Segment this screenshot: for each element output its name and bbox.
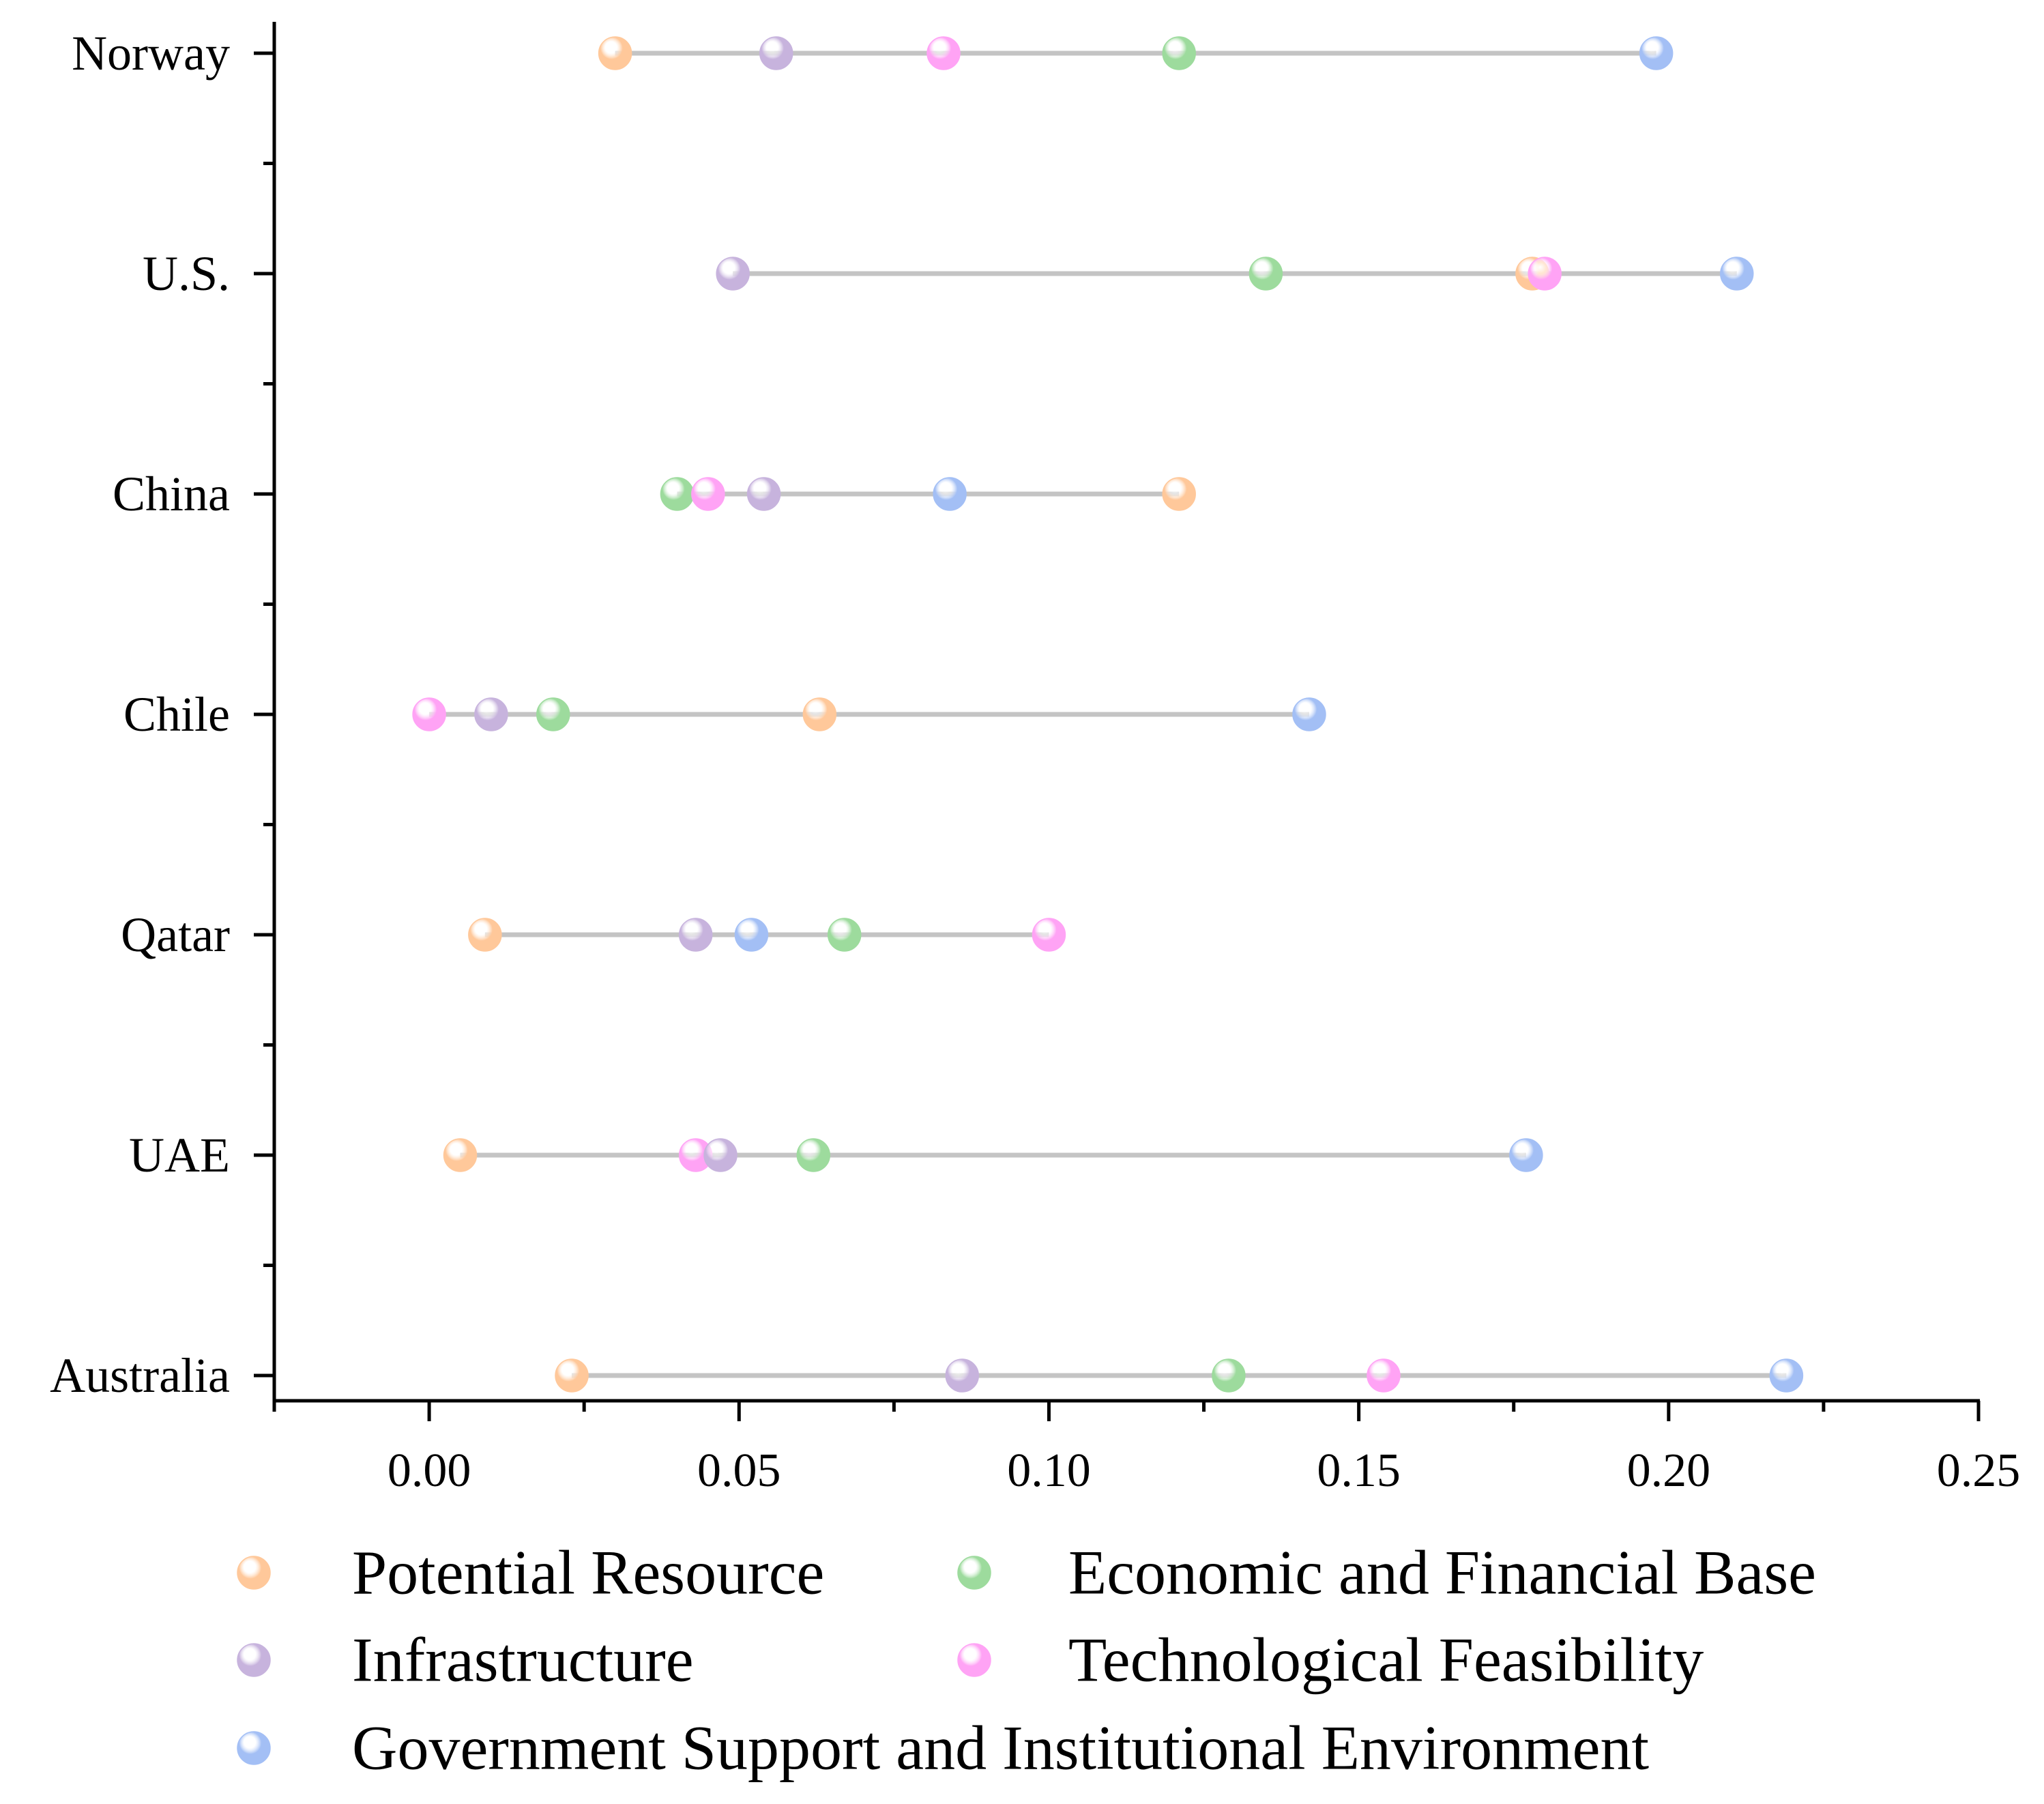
- point-qatar-economic-and-financial-base: [827, 918, 862, 952]
- legend-item-potential-resource: Potential Resource: [237, 1537, 824, 1607]
- point-norway-potential-resource: [598, 36, 632, 70]
- y-tick-label-norway: Norway: [72, 26, 230, 81]
- point-china-technological-feasibility: [691, 477, 725, 511]
- legend-item-technological-feasibility: Technological Feasibility: [957, 1625, 1704, 1694]
- point-chile-potential-resource: [802, 697, 837, 731]
- point-chile-economic-and-financial-base: [536, 697, 570, 731]
- x-tick-label: 0.25: [1937, 1444, 2021, 1497]
- point-u-s-technological-feasibility: [1528, 257, 1562, 291]
- point-chile-technological-feasibility: [412, 697, 446, 731]
- point-norway-infrastructure: [759, 36, 793, 70]
- axes: Norway U.S. China Chile Qatar UAE Australia 0.0…: [50, 22, 2020, 1497]
- point-qatar-potential-resource: [468, 918, 502, 952]
- point-uae-infrastructure: [703, 1138, 738, 1172]
- point-chile-government-support-and-institutional-environment: [1292, 697, 1326, 731]
- x-tick-label: 0.20: [1627, 1444, 1711, 1497]
- point-qatar-infrastructure: [678, 918, 713, 952]
- range-lines: [429, 50, 1787, 1378]
- point-china-government-support-and-institutional-environment: [933, 477, 967, 511]
- point-u-s-economic-and-financial-base: [1249, 257, 1283, 291]
- legend-label-government-support-and-institutional-environment: Government Support and Institutional Env…: [352, 1713, 1649, 1782]
- y-tick-label-chile: Chile: [123, 687, 230, 742]
- point-australia-potential-resource: [555, 1358, 589, 1393]
- x-tick-label: 0.05: [697, 1444, 781, 1497]
- point-australia-economic-and-financial-base: [1212, 1358, 1246, 1393]
- legend-marker-economic-and-financial-base: [957, 1556, 991, 1590]
- point-norway-government-support-and-institutional-environment: [1639, 36, 1674, 70]
- point-u-s-infrastructure: [716, 257, 750, 291]
- y-tick-label-australia: Australia: [50, 1348, 230, 1403]
- point-australia-government-support-and-institutional-environment: [1769, 1358, 1804, 1393]
- y-tick-label-u-s: U.S.: [143, 246, 230, 301]
- point-china-potential-resource: [1162, 477, 1196, 511]
- point-u-s-government-support-and-institutional-environment: [1719, 257, 1754, 291]
- legend-label-technological-feasibility: Technological Feasibility: [1068, 1625, 1704, 1694]
- point-norway-technological-feasibility: [926, 36, 961, 70]
- x-tick-label: 0.15: [1317, 1444, 1401, 1497]
- point-qatar-government-support-and-institutional-environment: [734, 918, 769, 952]
- legend-marker-infrastructure: [237, 1643, 271, 1677]
- y-tick-label-uae: UAE: [129, 1128, 230, 1182]
- legend-label-infrastructure: Infrastructure: [352, 1625, 694, 1694]
- point-australia-infrastructure: [945, 1358, 980, 1393]
- point-china-economic-and-financial-base: [660, 477, 695, 511]
- point-australia-technological-feasibility: [1367, 1358, 1401, 1393]
- point-uae-potential-resource: [443, 1138, 478, 1172]
- legend: Potential Resource Economic and Financial…: [237, 1537, 1816, 1782]
- legend-item-infrastructure: Infrastructure: [237, 1625, 694, 1694]
- data-points: [412, 36, 1804, 1393]
- point-china-infrastructure: [746, 477, 781, 511]
- legend-item-economic-and-financial-base: Economic and Financial Base: [957, 1537, 1816, 1607]
- point-uae-economic-and-financial-base: [796, 1138, 831, 1172]
- point-chile-infrastructure: [474, 697, 508, 731]
- y-tick-label-qatar: Qatar: [121, 907, 230, 962]
- point-norway-economic-and-financial-base: [1162, 36, 1196, 70]
- legend-item-government-support-and-institutional-environment: Government Support and Institutional Env…: [237, 1713, 1649, 1782]
- legend-marker-government-support-and-institutional-environment: [237, 1731, 271, 1765]
- x-tick-label: 0.10: [1007, 1444, 1091, 1497]
- x-tick-label: 0.00: [388, 1444, 471, 1497]
- legend-label-economic-and-financial-base: Economic and Financial Base: [1068, 1537, 1816, 1607]
- legend-marker-technological-feasibility: [957, 1643, 991, 1677]
- point-qatar-technological-feasibility: [1032, 918, 1066, 952]
- legend-marker-potential-resource: [237, 1556, 271, 1590]
- point-uae-government-support-and-institutional-environment: [1509, 1138, 1543, 1172]
- y-tick-label-china: China: [113, 467, 230, 521]
- legend-label-potential-resource: Potential Resource: [352, 1537, 824, 1607]
